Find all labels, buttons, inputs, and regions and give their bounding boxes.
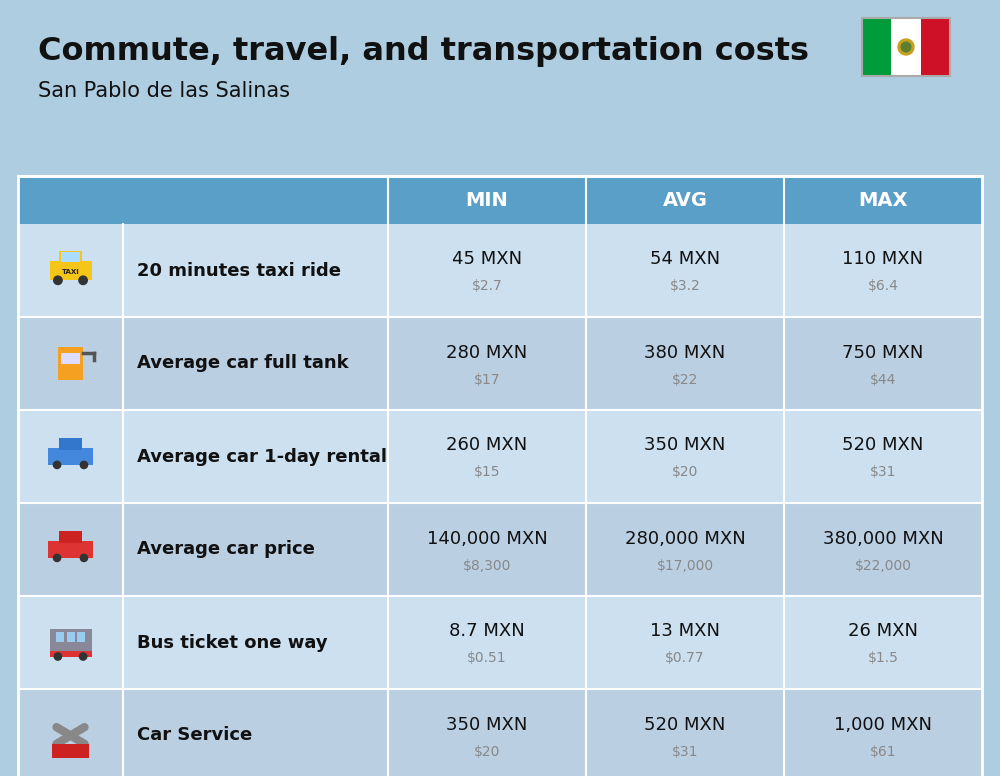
Bar	[48, 448, 93, 465]
Bar	[18, 176, 982, 224]
Text: Average car price: Average car price	[137, 541, 315, 559]
Text: $31: $31	[870, 466, 896, 480]
Text: 26 MXN: 26 MXN	[848, 622, 918, 640]
Text: $20: $20	[474, 744, 500, 758]
Bar	[18, 176, 982, 776]
Text: 1,000 MXN: 1,000 MXN	[834, 715, 932, 733]
Text: $22,000: $22,000	[854, 559, 912, 573]
Text: 280,000 MXN: 280,000 MXN	[625, 529, 745, 548]
Text: $15: $15	[474, 466, 500, 480]
Text: Bus ticket one way: Bus ticket one way	[137, 633, 328, 652]
Text: Average car 1-day rental: Average car 1-day rental	[137, 448, 387, 466]
Text: 350 MXN: 350 MXN	[446, 715, 528, 733]
Text: 750 MXN: 750 MXN	[842, 344, 924, 362]
Text: 8.7 MXN: 8.7 MXN	[449, 622, 525, 640]
Bar	[862, 18, 950, 76]
Text: $31: $31	[672, 744, 698, 758]
Bar	[66, 632, 74, 642]
Text: $2.7: $2.7	[472, 279, 502, 293]
Text: 520 MXN: 520 MXN	[842, 436, 924, 455]
Text: MIN: MIN	[466, 190, 508, 210]
Text: 140,000 MXN: 140,000 MXN	[427, 529, 547, 548]
Polygon shape	[898, 39, 914, 55]
Text: $6.4: $6.4	[868, 279, 898, 293]
Bar	[50, 261, 92, 280]
Text: 280 MXN: 280 MXN	[446, 344, 528, 362]
Text: $17: $17	[474, 372, 500, 386]
Text: Commute, travel, and transportation costs: Commute, travel, and transportation cost…	[38, 36, 809, 67]
Text: AVG: AVG	[662, 190, 708, 210]
Bar	[891, 18, 921, 76]
Text: 54 MXN: 54 MXN	[650, 251, 720, 268]
Text: 13 MXN: 13 MXN	[650, 622, 720, 640]
Text: MAX: MAX	[858, 190, 908, 210]
Bar	[59, 438, 82, 450]
Circle shape	[80, 554, 88, 562]
Text: $61: $61	[870, 744, 896, 758]
Bar	[921, 18, 950, 76]
Text: 110 MXN: 110 MXN	[842, 251, 924, 268]
Text: 260 MXN: 260 MXN	[446, 436, 528, 455]
Bar	[48, 541, 93, 558]
Bar	[59, 532, 82, 543]
Bar	[18, 689, 982, 776]
Bar	[61, 353, 80, 363]
Text: $8,300: $8,300	[463, 559, 511, 573]
Text: 350 MXN: 350 MXN	[644, 436, 726, 455]
Bar	[59, 251, 82, 263]
Bar	[77, 632, 85, 642]
Bar	[56, 632, 64, 642]
Text: $0.51: $0.51	[467, 652, 507, 666]
Bar	[50, 629, 92, 656]
Text: $22: $22	[672, 372, 698, 386]
Text: Average car full tank: Average car full tank	[137, 355, 349, 372]
Circle shape	[53, 461, 61, 469]
Polygon shape	[901, 42, 911, 52]
Text: 45 MXN: 45 MXN	[452, 251, 522, 268]
Bar	[61, 252, 80, 262]
Circle shape	[54, 653, 62, 660]
Text: 520 MXN: 520 MXN	[644, 715, 726, 733]
Text: $17,000: $17,000	[656, 559, 714, 573]
Text: San Pablo de las Salinas: San Pablo de las Salinas	[38, 81, 290, 101]
Text: TAXI: TAXI	[62, 269, 79, 275]
Bar	[18, 224, 982, 317]
Text: $0.77: $0.77	[665, 652, 705, 666]
Text: $20: $20	[672, 466, 698, 480]
Bar	[18, 317, 982, 410]
Text: $3.2: $3.2	[670, 279, 700, 293]
Circle shape	[53, 554, 61, 562]
Bar	[58, 347, 83, 380]
Text: $1.5: $1.5	[868, 652, 898, 666]
Bar	[50, 651, 92, 656]
Circle shape	[80, 461, 88, 469]
Bar	[18, 503, 982, 596]
Bar	[862, 18, 891, 76]
Circle shape	[79, 653, 87, 660]
Circle shape	[54, 276, 62, 285]
Bar	[52, 744, 89, 758]
Text: 20 minutes taxi ride: 20 minutes taxi ride	[137, 262, 341, 279]
Bar	[18, 410, 982, 503]
Text: $44: $44	[870, 372, 896, 386]
Text: 380 MXN: 380 MXN	[644, 344, 726, 362]
Bar	[18, 596, 982, 689]
Circle shape	[79, 276, 87, 285]
Text: 380,000 MXN: 380,000 MXN	[823, 529, 943, 548]
Text: Car Service: Car Service	[137, 726, 252, 744]
